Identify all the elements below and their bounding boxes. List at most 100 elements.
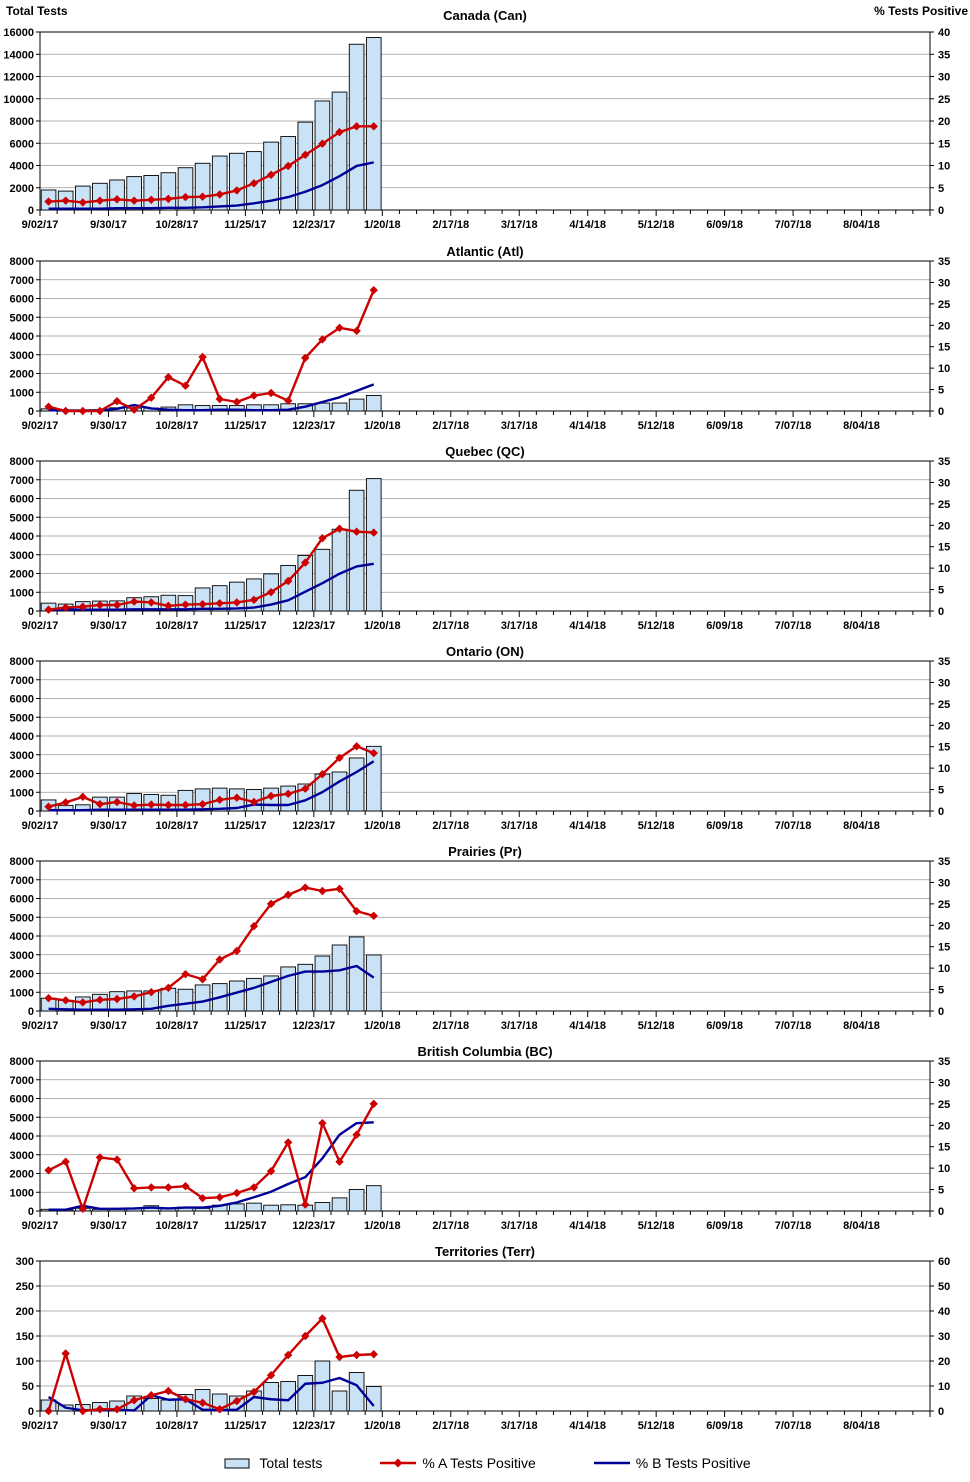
x-axis-on: 9/02/17 9/30/17 10/28/17 11/25/17 12/23/17 1/…: [22, 811, 931, 832]
svg-text:8000: 8000: [10, 116, 34, 128]
svg-text:25: 25: [938, 899, 950, 911]
svg-text:25: 25: [938, 299, 950, 311]
svg-text:0: 0: [28, 406, 34, 418]
svg-text:3000: 3000: [10, 750, 34, 762]
svg-text:10: 10: [938, 763, 950, 775]
left-axis-qc: 0 1000 2000 3000 4000 5000 6000 7000 8000: [10, 456, 40, 618]
svg-text:5/12/18: 5/12/18: [638, 1020, 675, 1032]
legend-item-total-tests: Total tests: [219, 1455, 322, 1471]
svg-text:0: 0: [938, 1406, 944, 1418]
svg-text:12/23/17: 12/23/17: [292, 820, 335, 832]
svg-text:7000: 7000: [10, 675, 34, 687]
svg-text:30: 30: [938, 477, 950, 489]
svg-text:35: 35: [938, 256, 950, 268]
svg-text:1/20/18: 1/20/18: [364, 1220, 401, 1232]
svg-text:10: 10: [938, 161, 950, 173]
svg-text:8000: 8000: [10, 656, 34, 668]
svg-text:8/04/18: 8/04/18: [843, 1220, 880, 1232]
svg-text:1/20/18: 1/20/18: [364, 1420, 401, 1432]
svg-text:9/30/17: 9/30/17: [90, 420, 127, 432]
svg-text:9/30/17: 9/30/17: [90, 620, 127, 632]
svg-text:7000: 7000: [10, 875, 34, 887]
svg-text:7/07/18: 7/07/18: [775, 219, 812, 231]
right-axis-on: 0 5 10 15 20 25 30 35: [930, 656, 950, 818]
left-axis-atl: 0 1000 2000 3000 4000 5000 6000 7000 8000: [10, 256, 40, 418]
svg-text:7000: 7000: [10, 475, 34, 487]
left-axis-bc: 0 1000 2000 3000 4000 5000 6000 7000 8000: [10, 1056, 40, 1218]
svg-text:5: 5: [938, 985, 944, 997]
total-tests-bars-pr: [40, 936, 382, 1012]
svg-text:7/07/18: 7/07/18: [775, 1020, 812, 1032]
svg-text:8/04/18: 8/04/18: [843, 1420, 880, 1432]
svg-text:5: 5: [938, 1185, 944, 1197]
svg-text:5: 5: [938, 785, 944, 797]
svg-text:0: 0: [28, 205, 34, 217]
svg-text:9/02/17: 9/02/17: [22, 1420, 59, 1432]
svg-text:30: 30: [938, 1331, 950, 1343]
svg-text:10: 10: [938, 563, 950, 575]
svg-text:1/20/18: 1/20/18: [364, 420, 401, 432]
svg-text:4000: 4000: [10, 331, 34, 343]
x-axis-qc: 9/02/17 9/30/17 10/28/17 11/25/17 12/23/17 1/…: [22, 611, 931, 632]
right-axis-title: % Tests Positive: [874, 4, 968, 18]
pct-a-line-atl: [44, 285, 378, 416]
svg-text:3/17/18: 3/17/18: [501, 420, 538, 432]
x-axis-pr: 9/02/17 9/30/17 10/28/17 11/25/17 12/23/17 1/…: [22, 1011, 931, 1032]
svg-text:12000: 12000: [3, 72, 34, 84]
svg-text:6/09/18: 6/09/18: [706, 420, 743, 432]
svg-text:14000: 14000: [3, 49, 34, 61]
svg-text:4/14/18: 4/14/18: [569, 620, 606, 632]
svg-text:2000: 2000: [10, 1169, 34, 1181]
svg-text:0: 0: [938, 205, 944, 217]
plot-pr: 0 1000 2000 3000 4000 5000 6000 7000 8000 0 5 10 15 2…: [10, 856, 951, 1032]
pct-b-line-pr: [48, 964, 375, 1011]
svg-text:3/17/18: 3/17/18: [501, 219, 538, 231]
red-line-diamond-swatch-icon: [380, 1458, 417, 1467]
svg-text:1/20/18: 1/20/18: [364, 1020, 401, 1032]
svg-text:1/20/18: 1/20/18: [364, 820, 401, 832]
svg-text:8/04/18: 8/04/18: [843, 420, 880, 432]
svg-text:15: 15: [938, 1142, 950, 1154]
legend-item-pct-b-positive: % B Tests Positive: [592, 1455, 751, 1471]
svg-text:30: 30: [938, 72, 950, 84]
svg-text:0: 0: [938, 406, 944, 418]
left-axis-on: 0 1000 2000 3000 4000 5000 6000 7000 8000: [10, 656, 40, 818]
pct-b-line-can: [48, 161, 374, 210]
svg-text:0: 0: [938, 1006, 944, 1018]
svg-text:3000: 3000: [10, 1150, 34, 1162]
svg-text:5/12/18: 5/12/18: [638, 420, 675, 432]
gridlines-bc: [40, 1079, 930, 1193]
svg-text:6/09/18: 6/09/18: [706, 820, 743, 832]
svg-text:9/02/17: 9/02/17: [22, 620, 59, 632]
svg-text:2/17/18: 2/17/18: [432, 1020, 469, 1032]
svg-text:6000: 6000: [10, 138, 34, 150]
pct-b-line-on: [48, 760, 375, 812]
svg-text:7/07/18: 7/07/18: [775, 820, 812, 832]
svg-text:35: 35: [938, 456, 950, 468]
svg-text:9/02/17: 9/02/17: [22, 820, 59, 832]
left-axis-title: Total Tests: [6, 4, 68, 18]
svg-text:1000: 1000: [10, 1187, 34, 1199]
svg-text:0: 0: [28, 1006, 34, 1018]
svg-text:2000: 2000: [10, 569, 34, 581]
svg-text:3/17/18: 3/17/18: [501, 1420, 538, 1432]
right-axis-terr: 0 10 20 30 40 50 60: [930, 1256, 950, 1418]
svg-text:10: 10: [938, 1163, 950, 1175]
svg-text:6/09/18: 6/09/18: [706, 1420, 743, 1432]
svg-text:25: 25: [938, 1099, 950, 1111]
svg-text:5/12/18: 5/12/18: [638, 620, 675, 632]
svg-text:1000: 1000: [10, 587, 34, 599]
svg-text:4000: 4000: [10, 731, 34, 743]
chart-territories: Territories (Terr) 0 50 100 150 200 250 300 0 10…: [0, 1243, 970, 1443]
svg-text:4000: 4000: [10, 1131, 34, 1143]
plot-atl: 0 1000 2000 3000 4000 5000 6000 7000 8000 0 5 10 15 2…: [10, 256, 951, 432]
svg-text:7/07/18: 7/07/18: [775, 1220, 812, 1232]
svg-text:10: 10: [938, 363, 950, 375]
svg-text:12/23/17: 12/23/17: [292, 620, 335, 632]
svg-text:5000: 5000: [10, 912, 34, 924]
svg-text:9/02/17: 9/02/17: [22, 1220, 59, 1232]
legend-label: % B Tests Positive: [635, 1454, 751, 1471]
svg-text:2/17/18: 2/17/18: [432, 620, 469, 632]
svg-text:4/14/18: 4/14/18: [569, 820, 606, 832]
svg-text:0: 0: [938, 1206, 944, 1218]
